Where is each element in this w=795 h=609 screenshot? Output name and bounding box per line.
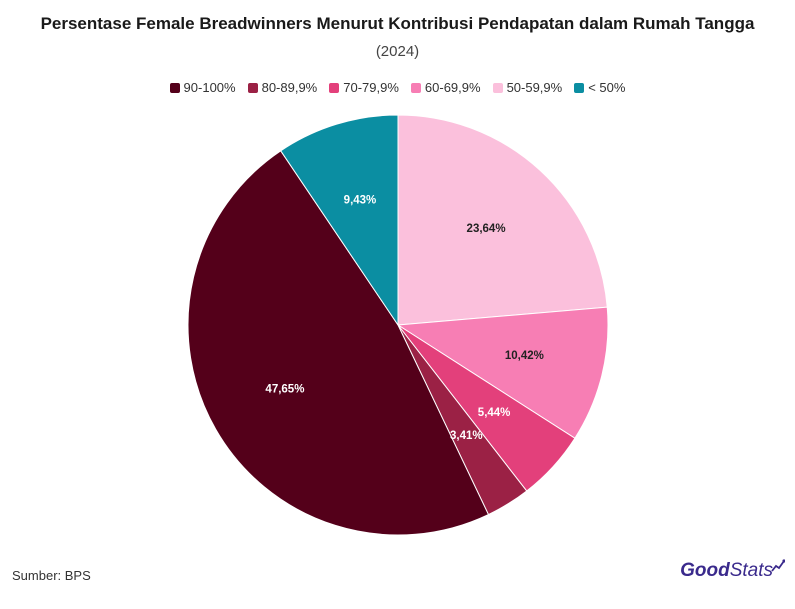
legend-swatch (169, 82, 180, 93)
legend-item: 50-59,9% (492, 80, 563, 95)
slice-data-label: 47,65% (265, 384, 304, 396)
legend-swatch (492, 82, 503, 93)
legend-swatch (410, 82, 421, 93)
chart-title: Persentase Female Breadwinners Menurut K… (40, 14, 755, 33)
slice-data-label: 10,42% (505, 350, 544, 362)
pie-slice (397, 114, 608, 326)
legend-item: < 50% (574, 80, 625, 95)
pie-slice (280, 114, 399, 327)
slice-data-label: 3,41% (450, 430, 483, 442)
logo-stats-text: Stats (729, 560, 773, 581)
legend-label: 90-100% (183, 80, 236, 95)
logo-good-text: Good (680, 560, 730, 581)
pie-slice (187, 150, 490, 536)
source-note: Sumber: BPS (12, 568, 91, 583)
legend-swatch (329, 82, 340, 93)
chart-legend: 90-100% 80-89,9% 70-79,9% 60-69,9% 50-59,9% <… (0, 80, 795, 95)
legend-label: 80-89,9% (261, 80, 318, 95)
legend-swatch (247, 82, 258, 93)
legend-swatch (574, 82, 585, 93)
pie-slice (396, 306, 609, 439)
legend-label: 50-59,9% (506, 80, 563, 95)
legend-item: 70-79,9% (329, 80, 399, 95)
legend-item: 90-100% (169, 80, 236, 95)
slice-data-label: 5,44% (478, 407, 511, 419)
legend-label: 60-69,9% (424, 80, 481, 95)
slice-data-label: 23,64% (467, 223, 506, 235)
chart-subtitle: (2024) (375, 43, 420, 60)
legend-item: 80-89,9% (247, 80, 318, 95)
trend-up-icon (771, 559, 785, 572)
legend-label: 70-79,9% (343, 80, 399, 95)
legend-item: 60-69,9% (410, 80, 481, 95)
legend-label: < 50% (588, 80, 626, 95)
goodstats-logo: Good Stats (680, 559, 785, 582)
slice-data-label: 9,43% (344, 195, 377, 207)
